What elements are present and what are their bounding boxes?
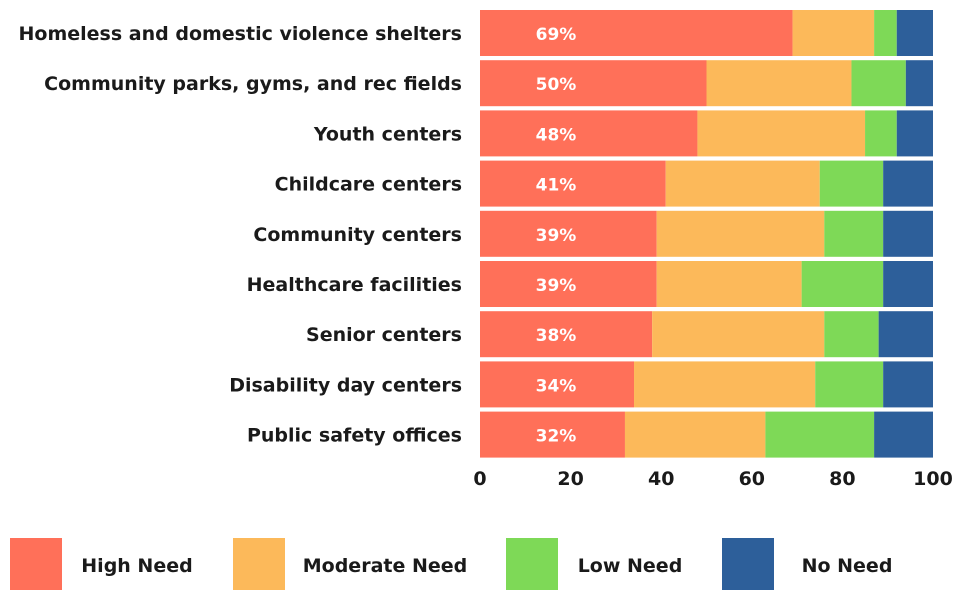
bar-segment-high-need [480,210,657,257]
bar-segment-no-need [905,60,933,107]
bar-segment-no-need [883,261,933,307]
bar-segment-no-need [896,10,933,56]
data-label: 39% [536,276,577,296]
legend-label: Moderate Need [303,555,468,577]
legend-swatch [10,538,62,590]
x-tick-label: 100 [913,468,953,490]
bars-layer [480,10,933,458]
data-label: 38% [536,326,577,346]
bar-segment-no-need [883,210,933,257]
bar-segment-low-need [819,160,884,207]
x-tick-label: 80 [829,468,855,490]
x-tick-label: 0 [473,468,486,490]
bar-segment-moderate-need [634,361,816,408]
data-label: 48% [536,125,577,145]
bar-segment-high-need [480,110,698,157]
legend-label: No Need [802,555,893,577]
bar-segment-low-need [851,60,906,107]
bar-segment-moderate-need [697,110,866,157]
x-axis-ticks: 0 20 40 60 80 100 [473,468,952,490]
x-tick-label: 40 [648,468,674,490]
bar-segment-moderate-need [656,261,802,307]
legend: High Need Moderate Need Low Need No Need [10,538,892,590]
legend-label: Low Need [578,555,683,577]
bar-segment-no-need [883,361,933,408]
bar-segment-moderate-need [652,311,825,358]
data-label: 34% [536,376,577,396]
legend-swatch [722,538,774,590]
data-labels: 69% 50% 48% 41% 39% 39% 38% 34% 32% [536,25,577,447]
bar-segment-low-need [874,10,897,56]
x-tick-label: 20 [557,468,583,490]
bar-segment-low-need [801,261,884,307]
bar-segment-moderate-need [656,210,825,257]
bar-segment-moderate-need [706,60,852,107]
bar-segment-low-need [765,411,875,458]
x-tick-label: 60 [739,468,765,490]
data-label: 50% [536,75,577,95]
bar-segment-no-need [896,110,933,157]
data-label: 39% [536,226,577,246]
bar-segment-low-need [815,361,884,408]
category-label: Youth centers [313,123,462,145]
bar-segment-high-need [480,10,793,56]
data-label: 69% [536,25,577,45]
bar-segment-low-need [865,110,897,157]
bar-segment-no-need [874,411,933,458]
category-label: Homeless and domestic violence shelters [19,23,462,45]
bar-segment-high-need [480,261,657,307]
bar-segment-high-need [480,361,635,408]
bar-segment-high-need [480,60,707,107]
bar-segment-low-need [824,311,879,358]
category-labels: Homeless and domestic violence shelters C… [19,23,462,447]
category-label: Childcare centers [275,174,462,196]
bar-segment-no-need [878,311,933,358]
data-label: 41% [536,176,577,196]
category-label: Community parks, gyms, and rec fields [44,73,462,95]
legend-swatch [506,538,558,590]
category-label: Community centers [253,224,462,246]
bar-segment-no-need [883,160,933,207]
category-label: Healthcare facilities [247,274,462,296]
category-label: Public safety offices [247,425,462,447]
category-label: Disability day centers [229,374,462,396]
bar-segment-moderate-need [665,160,820,207]
bar-segment-high-need [480,160,666,207]
bar-segment-high-need [480,411,625,458]
bar-segment-moderate-need [792,10,875,56]
bar-segment-low-need [824,210,884,257]
legend-swatch [233,538,285,590]
bar-segment-moderate-need [624,411,766,458]
data-label: 32% [536,427,577,447]
category-label: Senior centers [306,324,462,346]
legend-label: High Need [81,555,192,577]
bar-segment-high-need [480,311,653,358]
